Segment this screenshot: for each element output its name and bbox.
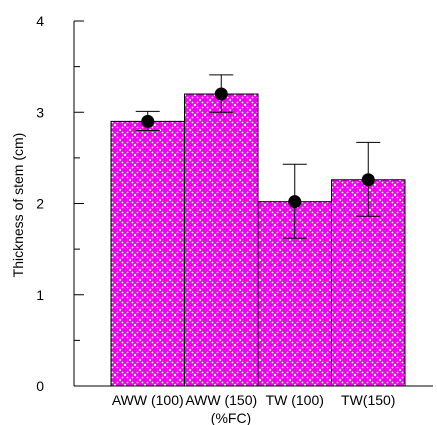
x-tick-label-3: TW (100) (266, 392, 324, 408)
x-tick-label-4: TW(150) (341, 392, 395, 408)
mean-marker-4 (361, 173, 375, 187)
mean-marker-2 (214, 87, 228, 101)
y-tick-label-3: 3 (36, 104, 44, 120)
x-axis-label: (%FC) (211, 410, 251, 425)
mean-marker-3 (288, 195, 302, 209)
y-tick-label-1: 1 (36, 287, 44, 303)
y-tick-label-4: 4 (36, 13, 44, 29)
bar-1 (110, 120, 185, 387)
mean-marker-1 (141, 114, 155, 128)
x-tick-label-1: AWW (100) (112, 392, 184, 408)
x-tick-label-2: AWW (150) (185, 392, 257, 408)
y-axis-label: Thickness of stem (cm) (10, 133, 26, 278)
y-tick-label-2: 2 (36, 196, 44, 212)
y-tick-label-0: 0 (36, 378, 44, 394)
bar-2 (184, 93, 259, 387)
